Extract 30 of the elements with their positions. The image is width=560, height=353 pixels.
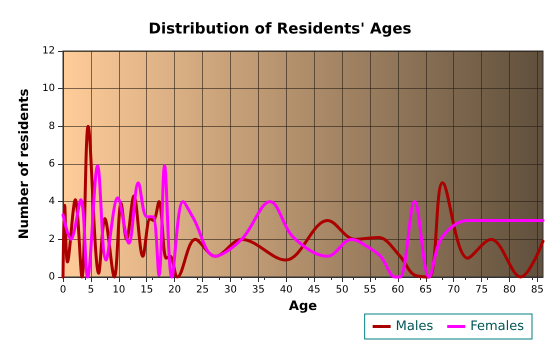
x-tick-label: 70	[447, 284, 460, 296]
x-tick-label: 55	[364, 284, 376, 296]
y-tick-label: 6	[48, 158, 55, 170]
x-tick-label: 20	[168, 284, 181, 296]
x-tick-label: 65	[419, 284, 432, 296]
legend-label: Females	[470, 319, 524, 334]
x-tick-label: 40	[280, 284, 293, 296]
x-tick-label: 5	[88, 284, 94, 296]
x-tick-label: 35	[252, 284, 265, 296]
x-tick-label: 45	[308, 284, 321, 296]
x-tick-label: 10	[112, 284, 126, 296]
y-tick-label: 4	[48, 196, 55, 208]
x-tick-label: 25	[196, 284, 209, 296]
x-tick-label: 80	[503, 284, 516, 296]
y-tick-label: 2	[48, 234, 55, 245]
x-tick-label: 0	[60, 284, 66, 296]
y-tick-label: 0	[48, 272, 55, 282]
y-tick-label: 8	[48, 120, 55, 132]
x-tick-label: 85	[531, 284, 544, 296]
x-tick-label: 30	[224, 284, 237, 296]
legend-label: Males	[396, 319, 434, 334]
y-axis-title: Number of residents	[17, 88, 32, 240]
y-tick-label: 10	[42, 83, 55, 94]
x-axis-title: Age	[288, 298, 318, 314]
x-tick-label: 75	[475, 284, 488, 296]
chart-title: Distribution of Residents' Ages	[148, 20, 412, 38]
x-tick-label: 15	[140, 284, 154, 296]
y-tick-label: 12	[42, 46, 55, 56]
x-tick-label: 50	[336, 284, 348, 296]
x-tick-label: 60	[392, 284, 404, 296]
